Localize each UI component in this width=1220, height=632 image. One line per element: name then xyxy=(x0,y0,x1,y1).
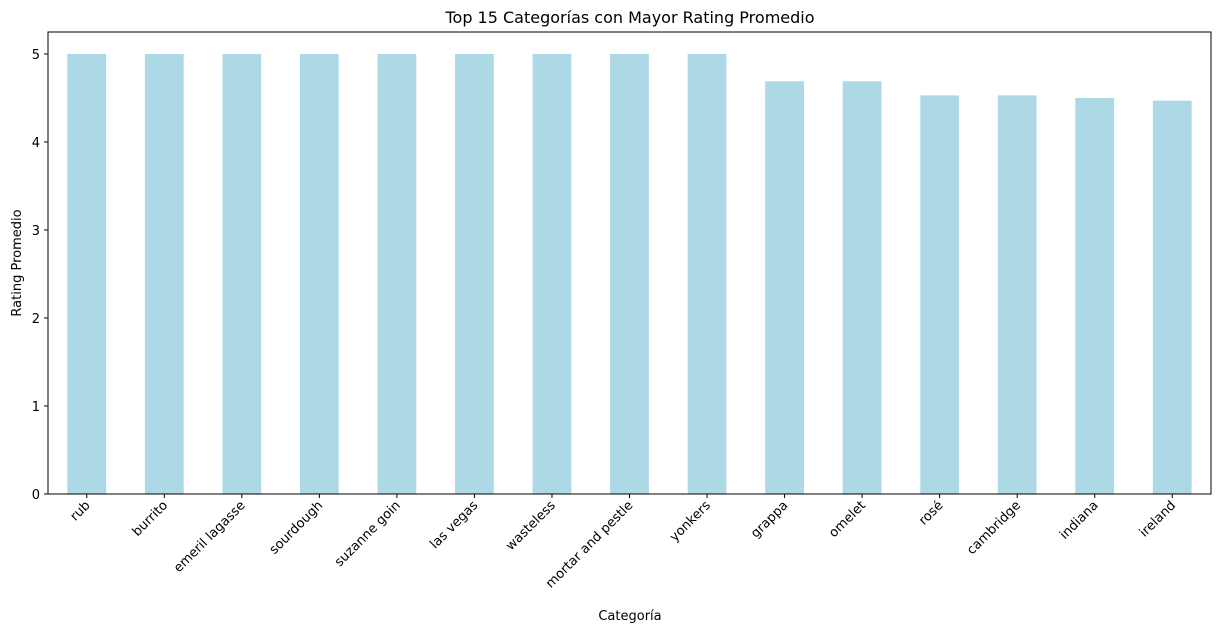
bar-ireland xyxy=(1152,100,1192,494)
x-tick-label: yonkers xyxy=(667,498,714,545)
bar-mortar-and-pestle xyxy=(610,54,649,494)
y-tick-label: 0 xyxy=(32,488,40,503)
x-tick-label: suzanne goin xyxy=(332,498,404,570)
y-tick-label: 1 xyxy=(32,400,40,415)
x-tick-label: cambridge xyxy=(964,498,1024,558)
x-tick-label: grappa xyxy=(748,498,791,541)
bar-wasteless xyxy=(532,54,572,494)
x-tick-label: rosé xyxy=(916,498,946,528)
x-tick-label: las vegas xyxy=(427,498,481,552)
bar-burrito xyxy=(144,54,184,494)
y-axis: 0 1 2 3 4 5 xyxy=(32,48,48,503)
x-tick-label: indiana xyxy=(1057,498,1101,542)
bars-group xyxy=(67,54,1192,495)
bar-yonkers xyxy=(687,54,727,494)
x-tick-label: wasteless xyxy=(503,498,559,554)
bar-indiana xyxy=(1075,98,1115,494)
x-axis-label: Categoría xyxy=(598,609,661,624)
x-tick-label: omelet xyxy=(826,498,869,541)
bar-cambridge xyxy=(997,95,1037,495)
x-tick-label: sourdough xyxy=(267,498,326,557)
bar-grappa xyxy=(765,81,804,494)
bar-emeril-lagasse xyxy=(222,54,262,494)
y-axis-label: Rating Promedio xyxy=(10,209,25,316)
bar-rub xyxy=(67,54,107,494)
x-axis: rub burrito emeril lagasse sourdough suzanne… xyxy=(68,494,1179,591)
plot-frame xyxy=(47,31,1212,495)
y-tick-label: 3 xyxy=(32,224,40,239)
x-tick-label: mortar and pestle xyxy=(543,498,636,591)
bar-omelet xyxy=(842,81,882,494)
bar-suzanne-goin xyxy=(377,54,417,494)
chart-title: Top 15 Categorías con Mayor Rating Prome… xyxy=(444,8,814,27)
x-tick-label: burrito xyxy=(130,498,171,539)
x-tick-label: ireland xyxy=(1137,498,1179,540)
x-tick-label: emeril lagasse xyxy=(171,498,249,576)
bar-rosé xyxy=(920,95,960,495)
x-tick-label: rub xyxy=(68,498,94,524)
bar-las-vegas xyxy=(455,54,494,494)
y-tick-label: 5 xyxy=(32,48,40,63)
y-tick-label: 4 xyxy=(32,136,40,151)
bar-sourdough xyxy=(299,54,339,494)
y-tick-label: 2 xyxy=(32,312,40,327)
